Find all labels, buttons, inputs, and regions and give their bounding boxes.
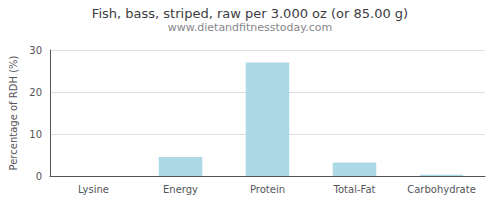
svg-text:0: 0 xyxy=(36,171,42,182)
svg-text:Percentage of RDH (%): Percentage of RDH (%) xyxy=(8,55,19,170)
svg-text:10: 10 xyxy=(29,129,42,140)
svg-text:Total-Fat: Total-Fat xyxy=(333,184,376,195)
svg-text:Lysine: Lysine xyxy=(78,184,109,195)
svg-text:Carbohydrate: Carbohydrate xyxy=(407,184,476,195)
svg-text:www.dietandfitnesstoday.com: www.dietandfitnesstoday.com xyxy=(168,21,332,34)
svg-text:Protein: Protein xyxy=(250,184,285,195)
svg-text:20: 20 xyxy=(29,87,42,98)
svg-text:30: 30 xyxy=(29,45,42,56)
svg-text:Fish, bass, striped, raw per 3: Fish, bass, striped, raw per 3.000 oz (o… xyxy=(92,6,408,21)
svg-text:Energy: Energy xyxy=(163,184,198,195)
